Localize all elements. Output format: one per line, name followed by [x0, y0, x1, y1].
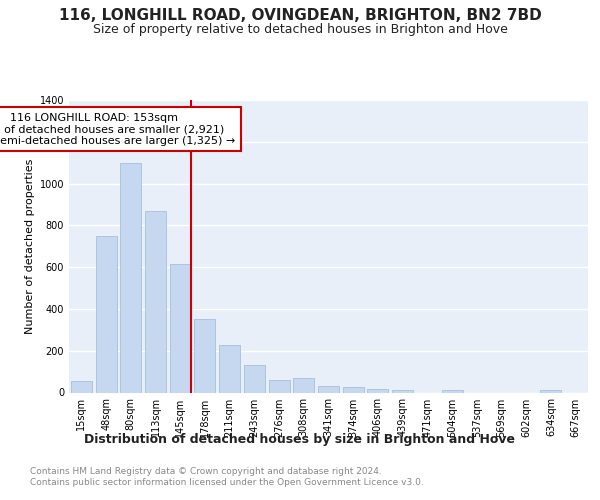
Bar [71, 381, 92, 392]
Bar [269, 380, 290, 392]
Bar [541, 390, 562, 392]
Bar [244, 366, 265, 392]
Text: 116, LONGHILL ROAD, OVINGDEAN, BRIGHTON, BN2 7BD: 116, LONGHILL ROAD, OVINGDEAN, BRIGHTON,… [59, 8, 541, 22]
Bar [318, 386, 339, 392]
Text: Contains HM Land Registry data © Crown copyright and database right 2024.
Contai: Contains HM Land Registry data © Crown c… [30, 468, 424, 487]
Bar [442, 390, 463, 392]
Text: Size of property relative to detached houses in Brighton and Hove: Size of property relative to detached ho… [92, 22, 508, 36]
Text: Distribution of detached houses by size in Brighton and Hove: Distribution of detached houses by size … [85, 432, 515, 446]
Bar [293, 378, 314, 392]
Bar [367, 388, 388, 392]
Bar [95, 236, 116, 392]
Bar [145, 210, 166, 392]
Bar [219, 346, 240, 393]
Bar [343, 388, 364, 392]
Bar [194, 320, 215, 392]
Bar [170, 264, 191, 392]
Text: 116 LONGHILL ROAD: 153sqm
← 68% of detached houses are smaller (2,921)
31% of se: 116 LONGHILL ROAD: 153sqm ← 68% of detac… [0, 112, 235, 146]
Bar [120, 162, 141, 392]
Bar [392, 390, 413, 392]
Y-axis label: Number of detached properties: Number of detached properties [25, 158, 35, 334]
